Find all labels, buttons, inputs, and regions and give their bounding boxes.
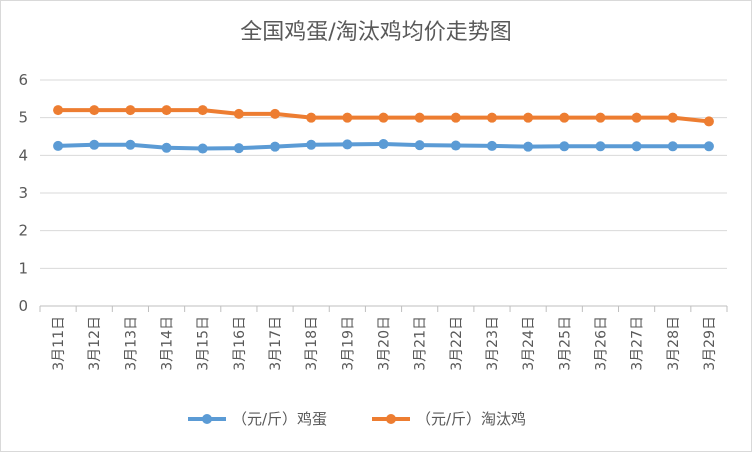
y-tick-label: 5 — [18, 109, 28, 127]
data-point — [342, 112, 353, 123]
x-tick-label: 3月26日 — [593, 316, 609, 371]
x-tick-label: 3月15日 — [196, 316, 212, 371]
data-point — [595, 112, 606, 123]
chart-title: 全国鸡蛋/淘汰鸡均价走势图 — [240, 20, 512, 45]
x-tick-label: 3月29日 — [702, 316, 718, 371]
data-point — [378, 139, 389, 150]
x-tick-label: 3月16日 — [232, 316, 248, 371]
x-tick-label: 3月28日 — [666, 316, 682, 371]
data-point — [125, 139, 136, 150]
data-point — [197, 105, 208, 116]
data-point — [559, 112, 570, 123]
data-point — [342, 139, 353, 150]
data-point — [89, 139, 100, 150]
data-point — [306, 139, 317, 150]
data-point — [631, 112, 642, 123]
data-point — [667, 112, 678, 123]
x-tick-label: 3月18日 — [304, 316, 320, 371]
x-tick-label: 3月13日 — [123, 316, 139, 371]
data-point — [667, 141, 678, 152]
data-point — [631, 141, 642, 152]
data-point — [703, 116, 714, 127]
data-point — [450, 140, 461, 151]
data-point — [486, 140, 497, 151]
x-tick-label: 3月23日 — [485, 316, 501, 371]
data-point — [523, 112, 534, 123]
data-point — [233, 108, 244, 119]
y-tick-label: 3 — [18, 184, 28, 202]
legend-label: （元/斤）淘汰鸡 — [416, 410, 526, 428]
x-tick-label: 3月14日 — [160, 316, 176, 371]
y-tick-label: 6 — [18, 71, 28, 89]
data-point — [233, 143, 244, 154]
data-point — [53, 140, 64, 151]
legend-swatch-marker — [386, 414, 396, 424]
x-tick-label: 3月17日 — [268, 316, 284, 371]
x-tick-label: 3月27日 — [630, 316, 646, 371]
data-point — [270, 141, 281, 152]
data-point — [125, 105, 136, 116]
data-point — [523, 141, 534, 152]
y-tick-label: 0 — [18, 297, 28, 315]
data-point — [53, 105, 64, 116]
legend-label: （元/斤）鸡蛋 — [232, 410, 327, 428]
data-point — [306, 112, 317, 123]
data-point — [703, 141, 714, 152]
data-point — [378, 112, 389, 123]
data-point — [161, 105, 172, 116]
data-point — [450, 112, 461, 123]
x-tick-label: 3月19日 — [340, 316, 356, 371]
data-point — [197, 143, 208, 154]
data-point — [89, 105, 100, 116]
data-point — [595, 141, 606, 152]
x-tick-label: 3月21日 — [413, 316, 429, 371]
x-tick-label: 3月12日 — [87, 316, 103, 371]
data-point — [486, 112, 497, 123]
data-point — [161, 142, 172, 153]
x-tick-label: 3月11日 — [51, 316, 67, 371]
data-point — [559, 141, 570, 152]
legend-swatch-marker — [202, 414, 212, 424]
x-tick-label: 3月25日 — [557, 316, 573, 371]
data-point — [270, 108, 281, 119]
data-point — [414, 140, 425, 151]
data-point — [414, 112, 425, 123]
x-tick-label: 3月22日 — [449, 316, 465, 371]
y-tick-label: 2 — [18, 222, 28, 240]
y-tick-label: 4 — [18, 146, 28, 164]
x-tick-label: 3月24日 — [521, 316, 537, 371]
y-tick-label: 1 — [18, 259, 28, 277]
x-tick-label: 3月20日 — [377, 316, 393, 371]
